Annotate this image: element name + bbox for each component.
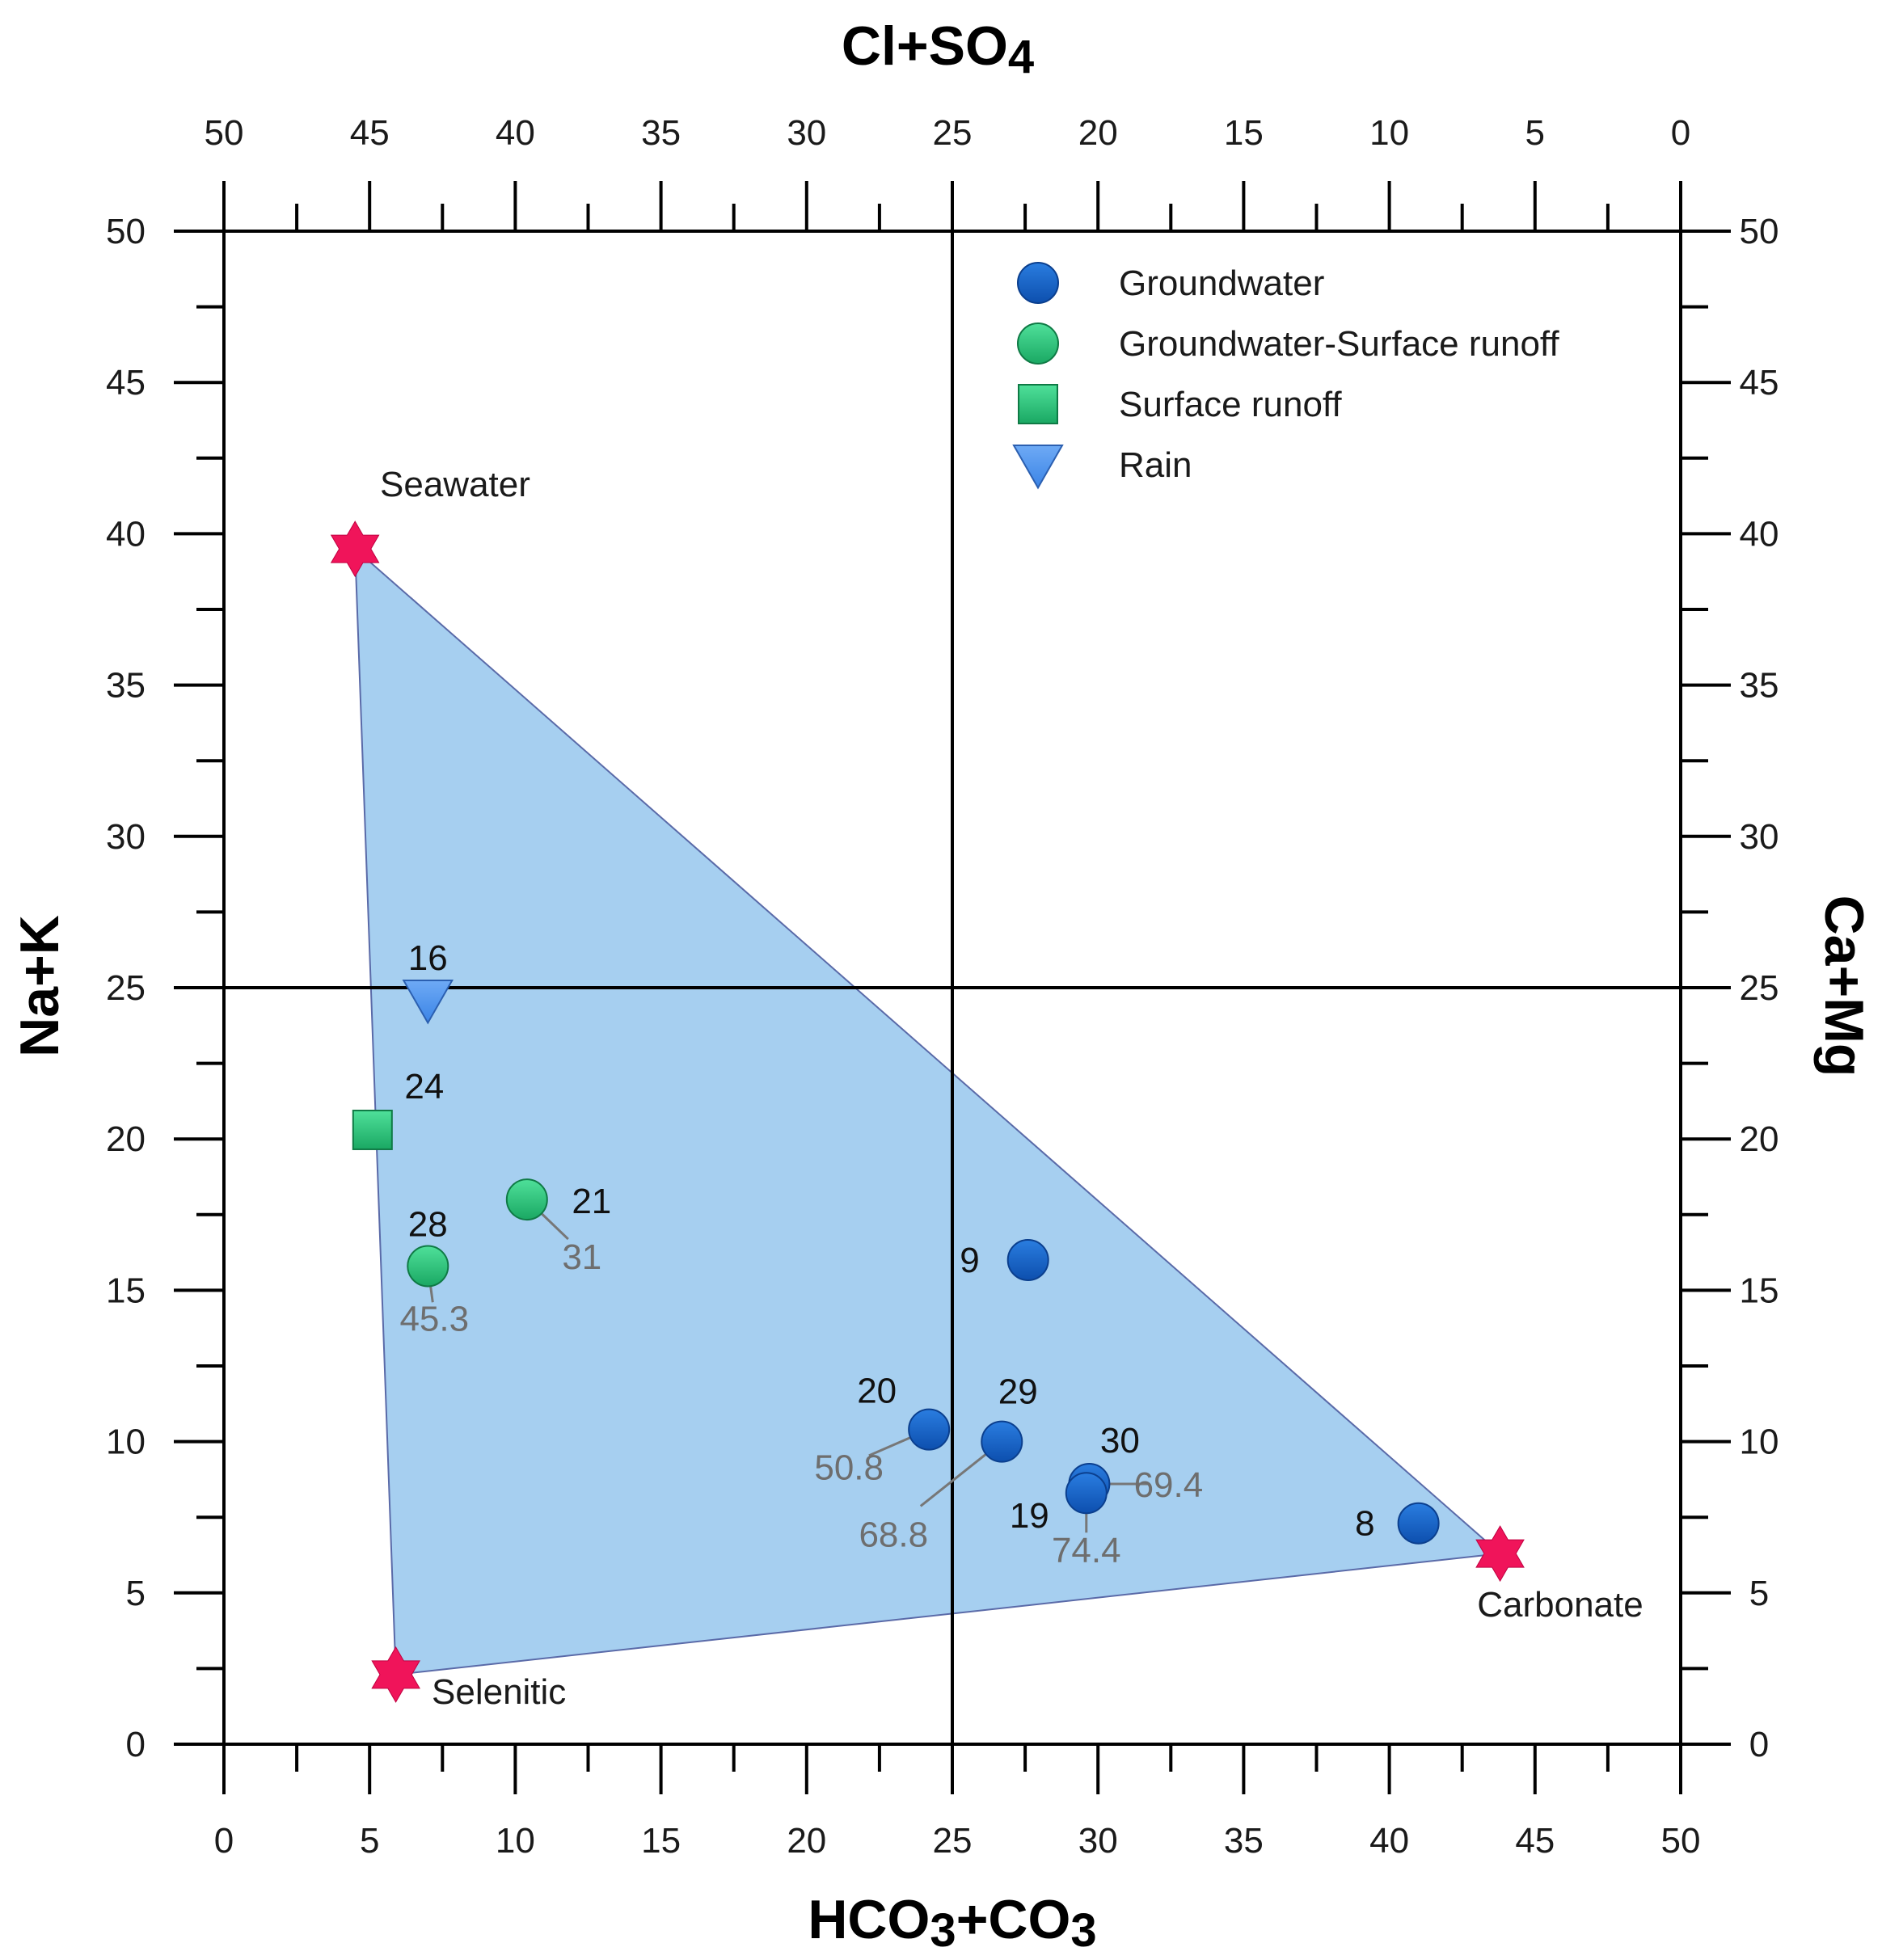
- tick-label-bottom: 25: [933, 1821, 973, 1861]
- tick-label-right: 40: [1740, 514, 1779, 554]
- point-8: [1397, 1502, 1440, 1545]
- tick-label-right: 10: [1740, 1423, 1779, 1462]
- point-label-28: 28: [408, 1204, 448, 1244]
- point-label-16: 16: [408, 938, 448, 978]
- tick-label-top: 45: [350, 113, 390, 153]
- tick-label-bottom: 20: [787, 1821, 826, 1861]
- top-axis-title: Cl+SO4: [842, 15, 1034, 83]
- reference-lines: [224, 231, 1681, 1744]
- tick-label-right: 25: [1740, 968, 1779, 1008]
- point-value-21: 31: [562, 1237, 601, 1277]
- axis-ticks: [174, 181, 1731, 1794]
- tick-label-top: 40: [496, 113, 535, 153]
- point-24: [352, 1109, 393, 1150]
- right-axis-title: Ca+Mg: [1813, 896, 1875, 1077]
- end-members: Seawater Selenitic Carbonate: [330, 465, 1644, 1712]
- tick-label-left: 30: [106, 817, 146, 857]
- legend-label-groundwater-surface-runoff: Groundwater-Surface runoff: [1119, 324, 1559, 364]
- tick-label-bottom: 15: [641, 1821, 681, 1861]
- tick-label-top: 5: [1525, 113, 1545, 153]
- tick-label-left: 50: [106, 212, 146, 251]
- tick-label-bottom: 0: [214, 1821, 234, 1861]
- point-labels: 9 50.8 20 68.8 29 69.430 74.419 8 31 21 45.3 28 24 16: [399, 938, 1374, 1570]
- point-value-30: 69.4: [1134, 1465, 1204, 1505]
- point-20: [908, 1408, 951, 1451]
- tick-label-left: 25: [106, 968, 146, 1008]
- tick-label-right: 30: [1740, 817, 1779, 857]
- point-value-29: 68.8: [859, 1515, 928, 1555]
- legend-label-rain: Rain: [1119, 445, 1192, 485]
- tick-label-left: 45: [106, 363, 146, 403]
- tick-label-top: 35: [641, 113, 681, 153]
- tick-label-left: 40: [106, 514, 146, 554]
- tick-label-top: 25: [933, 113, 973, 153]
- point-label-9: 9: [960, 1241, 979, 1280]
- tick-label-top: 30: [787, 113, 826, 153]
- tick-label-right: 20: [1740, 1119, 1779, 1159]
- tick-label-bottom: 10: [496, 1821, 535, 1861]
- point-value-28: 45.3: [399, 1299, 469, 1338]
- tick-label-top: 10: [1369, 113, 1409, 153]
- end-member-carbonate-label: Carbonate: [1477, 1585, 1643, 1625]
- point-value-20: 50.8: [814, 1448, 884, 1488]
- legend-marker-groundwater-surface-runoff: [1017, 322, 1059, 365]
- end-member-selenitic-marker: [371, 1646, 420, 1703]
- point-29: [981, 1420, 1023, 1463]
- tick-label-right: 45: [1740, 363, 1779, 403]
- tick-label-left: 20: [106, 1119, 146, 1159]
- end-member-seawater-marker: [330, 521, 380, 578]
- point-16: [402, 979, 454, 1025]
- point-label-8: 8: [1355, 1504, 1374, 1544]
- tick-label-bottom: 40: [1369, 1821, 1409, 1861]
- point-label-24: 24: [404, 1067, 444, 1106]
- bottom-axis-title: HCO3+CO3: [808, 1889, 1096, 1957]
- point-28: [407, 1245, 449, 1288]
- plot-frame: [222, 230, 1682, 1746]
- end-member-carbonate-marker: [1475, 1525, 1525, 1583]
- point-21: [505, 1178, 548, 1221]
- point-label-19: 19: [1010, 1496, 1049, 1536]
- tick-label-top: 0: [1671, 113, 1690, 153]
- data-points: [352, 979, 1440, 1545]
- tick-label-right: 50: [1740, 212, 1779, 251]
- legend-label-groundwater: Groundwater: [1119, 263, 1324, 303]
- legend-label-surface-runoff: Surface runoff: [1119, 385, 1342, 424]
- point-value-19: 74.4: [1052, 1531, 1121, 1570]
- tick-label-bottom: 30: [1078, 1821, 1118, 1861]
- point-label-30: 30: [1100, 1421, 1140, 1461]
- point-label-29: 29: [998, 1372, 1038, 1412]
- end-member-selenitic-label: Selenitic: [432, 1672, 566, 1712]
- tick-label-left: 35: [106, 666, 146, 706]
- tick-label-left: 10: [106, 1423, 146, 1462]
- end-member-seawater-label: Seawater: [380, 465, 530, 504]
- tick-label-right: 35: [1740, 666, 1779, 706]
- tick-label-bottom: 35: [1224, 1821, 1264, 1861]
- legend: Groundwater Groundwater-Surface runoff Sur…: [1012, 262, 1559, 490]
- tick-label-left: 5: [126, 1574, 146, 1613]
- tick-label-bottom: 50: [1661, 1821, 1701, 1861]
- tick-label-top: 15: [1224, 113, 1264, 153]
- point-label-21: 21: [572, 1182, 611, 1221]
- tick-label-right: 5: [1749, 1574, 1769, 1613]
- legend-marker-rain: [1012, 445, 1064, 490]
- tick-label-left: 15: [106, 1271, 146, 1310]
- point-label-20: 20: [857, 1372, 897, 1411]
- tick-label-left: 0: [126, 1725, 146, 1764]
- tick-label-right: 15: [1740, 1271, 1779, 1310]
- point-19: [1065, 1472, 1108, 1515]
- tick-label-bottom: 5: [360, 1821, 379, 1861]
- point-9: [1006, 1238, 1049, 1281]
- legend-marker-groundwater: [1017, 262, 1059, 304]
- mixing-area: [354, 546, 1502, 1675]
- tick-label-right: 0: [1749, 1725, 1769, 1764]
- legend-marker-surface-runoff: [1018, 384, 1058, 424]
- tick-label-bottom: 45: [1515, 1821, 1555, 1861]
- tick-label-top: 20: [1078, 113, 1118, 153]
- left-axis-title: Na+K: [9, 915, 70, 1057]
- tick-label-top: 50: [205, 113, 244, 153]
